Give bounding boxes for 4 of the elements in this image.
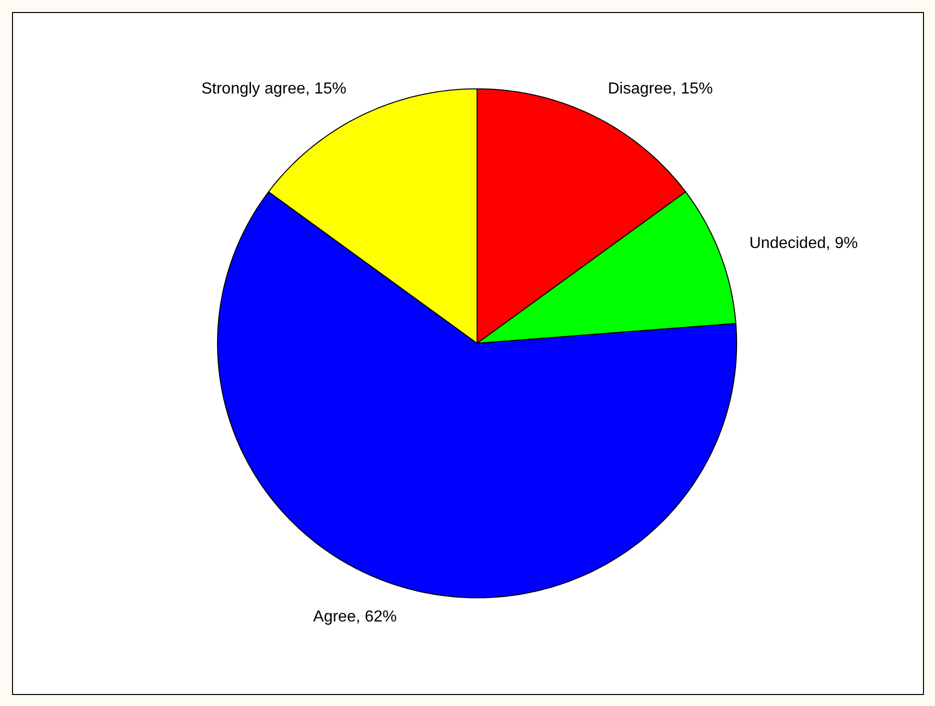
slice-label: Strongly agree, 15% [201,80,346,98]
slice-label: Agree, 62% [313,608,397,626]
slice-label: Undecided, 9% [749,235,858,252]
slice-label: Disagree, 15% [608,80,713,98]
